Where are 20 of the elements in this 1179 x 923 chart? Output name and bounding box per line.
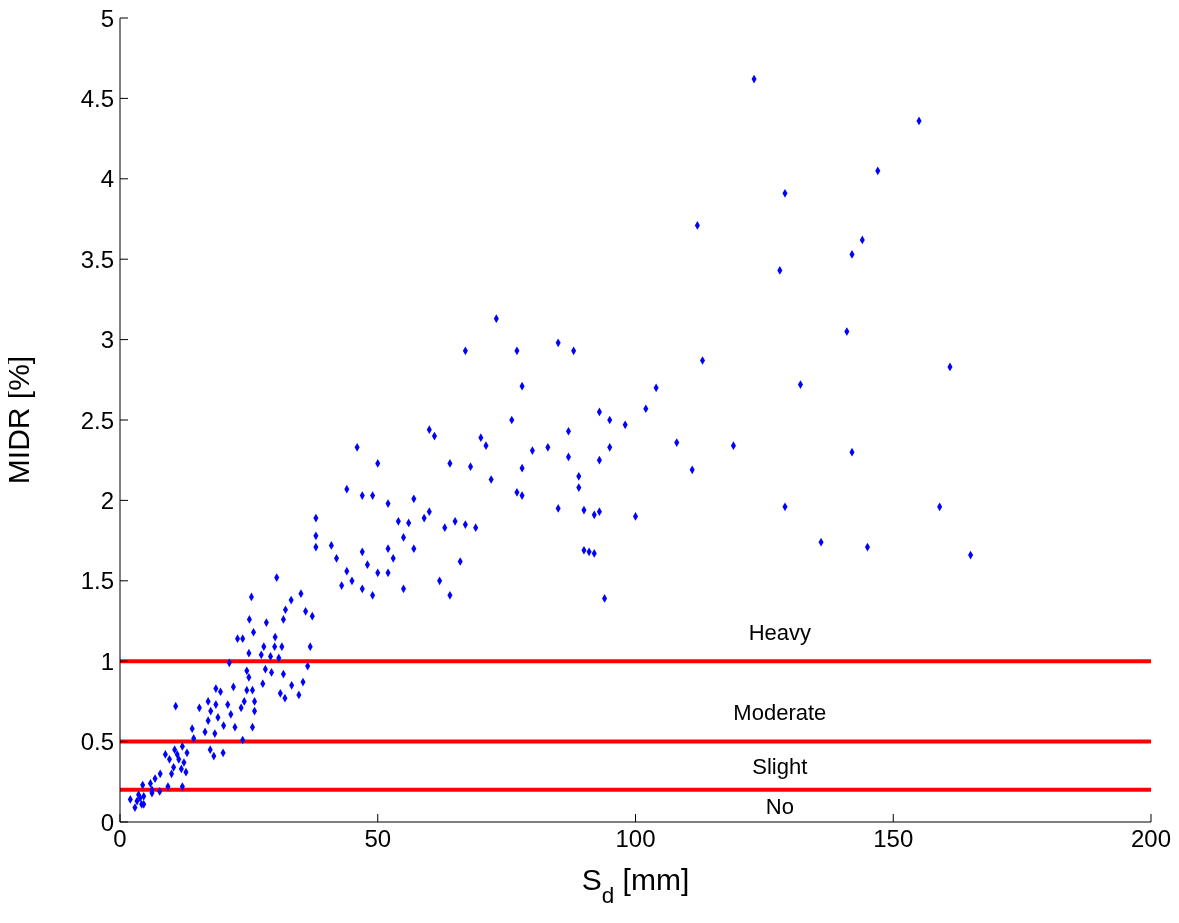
annotation: Moderate bbox=[733, 700, 827, 726]
x-axis-title: S$_{d}$ [mm] bbox=[581, 863, 690, 908]
y-tick-label: 3.5 bbox=[80, 245, 114, 273]
x-tick-label: 150 bbox=[873, 825, 914, 853]
annotation: Heavy bbox=[748, 620, 812, 646]
x-tick-label: 100 bbox=[615, 825, 656, 853]
x-tick-label: 50 bbox=[364, 825, 392, 853]
y-tick-label: 2 bbox=[100, 486, 114, 514]
y-tick-label: 2.5 bbox=[80, 406, 114, 434]
y-tick-label: 1.5 bbox=[80, 567, 114, 595]
y-tick-label: 0.5 bbox=[80, 728, 114, 756]
y-tick-label: 3 bbox=[100, 326, 114, 354]
y-tick-label: 4.5 bbox=[80, 84, 114, 112]
y-tick-label: 5 bbox=[100, 4, 114, 32]
y-tick-label: 0 bbox=[100, 808, 114, 836]
y-tick-label: 1 bbox=[100, 647, 114, 675]
annotation: No bbox=[765, 793, 794, 819]
y-tick-label: 4 bbox=[100, 165, 114, 193]
x-tick-label: 200 bbox=[1130, 825, 1172, 853]
annotation: Slight bbox=[752, 753, 808, 779]
